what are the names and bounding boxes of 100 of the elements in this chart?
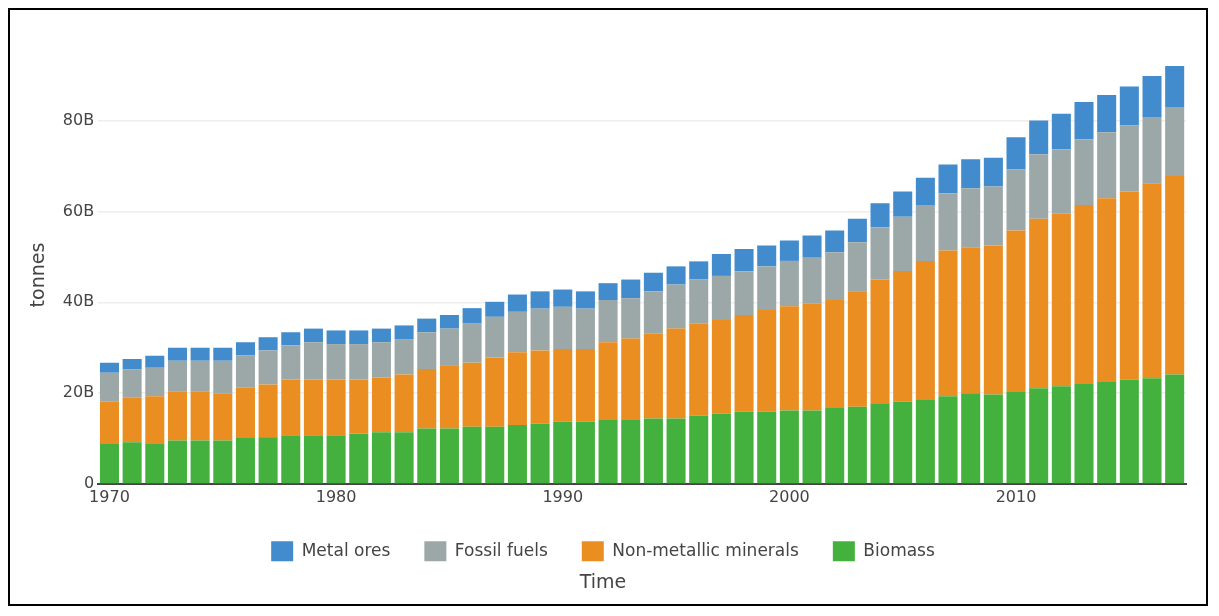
bar xyxy=(326,379,346,436)
legend-label: Biomass xyxy=(863,539,935,560)
bar xyxy=(394,374,414,433)
bar xyxy=(915,399,935,484)
bar xyxy=(1029,120,1049,155)
bar xyxy=(643,272,663,292)
bar xyxy=(643,291,663,334)
bar xyxy=(961,247,981,394)
bar xyxy=(145,367,165,397)
bar xyxy=(983,245,1003,395)
bar xyxy=(303,435,323,484)
bar xyxy=(145,444,165,484)
bar xyxy=(213,440,233,484)
bar xyxy=(689,415,709,484)
bar xyxy=(145,396,165,445)
bar xyxy=(938,250,958,397)
y-tick-label: 20B xyxy=(62,382,95,402)
bar xyxy=(779,240,799,261)
bar xyxy=(757,245,777,267)
bar xyxy=(847,218,867,243)
bar xyxy=(825,408,845,484)
bar xyxy=(983,394,1003,484)
bar xyxy=(371,377,391,433)
bar xyxy=(507,294,527,312)
bar xyxy=(575,308,595,350)
y-tick-label: 80B xyxy=(62,109,95,129)
bar xyxy=(711,254,731,276)
bar xyxy=(122,442,142,484)
bar xyxy=(1051,149,1071,214)
bar xyxy=(757,411,777,484)
bar xyxy=(258,337,278,351)
bar xyxy=(213,360,233,394)
bar xyxy=(1119,379,1139,484)
bar xyxy=(1006,230,1026,392)
bar xyxy=(303,328,323,343)
bar xyxy=(553,306,573,350)
bar xyxy=(417,332,437,370)
x-tick-label: 2000 xyxy=(769,486,810,506)
bar xyxy=(598,419,618,484)
bar xyxy=(643,418,663,484)
bar xyxy=(485,301,505,317)
bar xyxy=(99,444,119,484)
bar xyxy=(326,330,346,345)
bar xyxy=(802,257,822,304)
bar xyxy=(394,325,414,340)
bar xyxy=(485,357,505,427)
bar xyxy=(1097,132,1117,199)
bar xyxy=(1165,66,1185,107)
bar xyxy=(1142,378,1162,484)
bar xyxy=(779,306,799,411)
legend-label: Fossil fuels xyxy=(454,539,548,560)
bar xyxy=(145,355,165,368)
bar xyxy=(530,423,550,484)
bar xyxy=(802,410,822,484)
bar xyxy=(1051,113,1071,150)
bar xyxy=(734,271,754,315)
bar xyxy=(870,203,890,228)
bar xyxy=(1119,125,1139,192)
bar xyxy=(122,397,142,443)
y-tick-label: 40B xyxy=(62,291,95,311)
bar xyxy=(326,435,346,484)
bar xyxy=(915,205,935,261)
bar xyxy=(1029,154,1049,219)
bar xyxy=(779,260,799,307)
bar xyxy=(553,349,573,422)
x-tick-label: 1980 xyxy=(315,486,357,506)
bar xyxy=(825,230,845,253)
bar xyxy=(349,344,369,380)
bar xyxy=(802,235,822,258)
bar xyxy=(485,316,505,358)
bar xyxy=(371,342,391,378)
bar xyxy=(1097,198,1117,382)
bar xyxy=(689,279,709,324)
bar xyxy=(621,298,641,339)
bar xyxy=(870,279,890,404)
bar xyxy=(485,426,505,484)
bar xyxy=(258,437,278,484)
bar xyxy=(938,193,958,251)
bar xyxy=(439,365,459,429)
bar xyxy=(462,426,482,484)
bar xyxy=(1097,381,1117,484)
bar xyxy=(553,421,573,484)
bar xyxy=(281,345,301,380)
bar xyxy=(870,227,890,280)
bar xyxy=(1006,137,1026,170)
bar xyxy=(439,328,459,366)
bar xyxy=(961,188,981,248)
bar xyxy=(1074,101,1094,140)
bar xyxy=(847,242,867,292)
bar xyxy=(213,347,233,361)
bar xyxy=(825,299,845,409)
bar xyxy=(802,303,822,411)
bar xyxy=(303,342,323,380)
bar xyxy=(983,186,1003,246)
bar xyxy=(1074,383,1094,484)
bar xyxy=(847,406,867,484)
bar xyxy=(167,360,187,392)
bar xyxy=(666,418,686,484)
bar xyxy=(1006,169,1026,231)
bar xyxy=(190,347,210,361)
